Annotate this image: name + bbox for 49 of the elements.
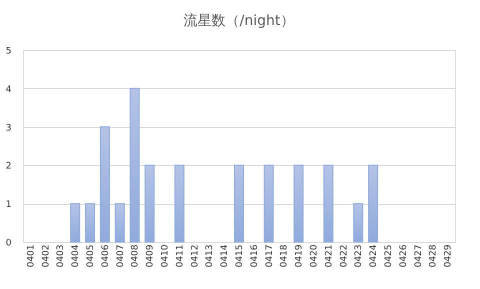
x-tick-label: 0401 bbox=[26, 244, 36, 268]
y-tick-label: 2 bbox=[6, 162, 12, 172]
y-tick-label: 5 bbox=[6, 46, 12, 56]
x-tick-label: 0427 bbox=[414, 244, 424, 268]
x-tick-label: 0416 bbox=[250, 244, 260, 268]
x-tick-label: 0413 bbox=[205, 244, 216, 268]
x-tick-label: 0410 bbox=[160, 244, 171, 268]
x-tick-label: 0419 bbox=[294, 244, 305, 268]
bar bbox=[323, 164, 334, 242]
x-tick-label: 0406 bbox=[100, 244, 111, 268]
bar bbox=[130, 88, 140, 242]
bar bbox=[85, 203, 96, 242]
bar bbox=[353, 203, 364, 242]
x-tick-label: 0422 bbox=[339, 244, 350, 268]
x-tick-label: 0429 bbox=[444, 244, 454, 268]
x-tick-label: 0405 bbox=[86, 244, 96, 268]
y-tick-label: 1 bbox=[6, 200, 12, 210]
x-tick-label: 0424 bbox=[369, 244, 380, 268]
x-tick-label: 0408 bbox=[130, 244, 141, 268]
x-tick-label: 0428 bbox=[428, 244, 439, 268]
x-tick-label: 0409 bbox=[146, 244, 156, 268]
x-tick-label: 0404 bbox=[71, 244, 82, 268]
x-tick-label: 0412 bbox=[190, 244, 200, 268]
y-tick-label: 3 bbox=[6, 123, 12, 134]
bar bbox=[264, 164, 274, 242]
x-tick-label: 0418 bbox=[280, 244, 290, 268]
x-tick-label: 0421 bbox=[324, 244, 334, 268]
bar bbox=[234, 164, 244, 242]
x-tick-label: 0402 bbox=[41, 244, 52, 268]
x-tick-label: 0411 bbox=[175, 244, 186, 268]
x-tick-label: 0426 bbox=[398, 244, 409, 268]
chart-title: 流星数（/night） bbox=[184, 13, 294, 29]
bar bbox=[100, 126, 110, 242]
x-tick-label: 0407 bbox=[116, 244, 126, 268]
bar bbox=[368, 164, 378, 242]
x-tick-label: 0425 bbox=[384, 244, 394, 268]
bar bbox=[144, 164, 155, 242]
x-tick-label: 0414 bbox=[220, 244, 230, 268]
x-tick-label: 0415 bbox=[235, 244, 245, 268]
bar bbox=[174, 164, 184, 242]
bar bbox=[294, 164, 304, 242]
bar bbox=[70, 203, 80, 242]
y-tick-label: 0 bbox=[6, 238, 12, 248]
x-tick-label: 0403 bbox=[56, 244, 66, 268]
x-tick-label: 0423 bbox=[354, 244, 364, 268]
y-tick-label: 4 bbox=[6, 84, 12, 95]
x-tick-label: 0420 bbox=[309, 244, 320, 268]
x-tick-label: 0417 bbox=[264, 244, 275, 268]
bar bbox=[114, 203, 125, 242]
